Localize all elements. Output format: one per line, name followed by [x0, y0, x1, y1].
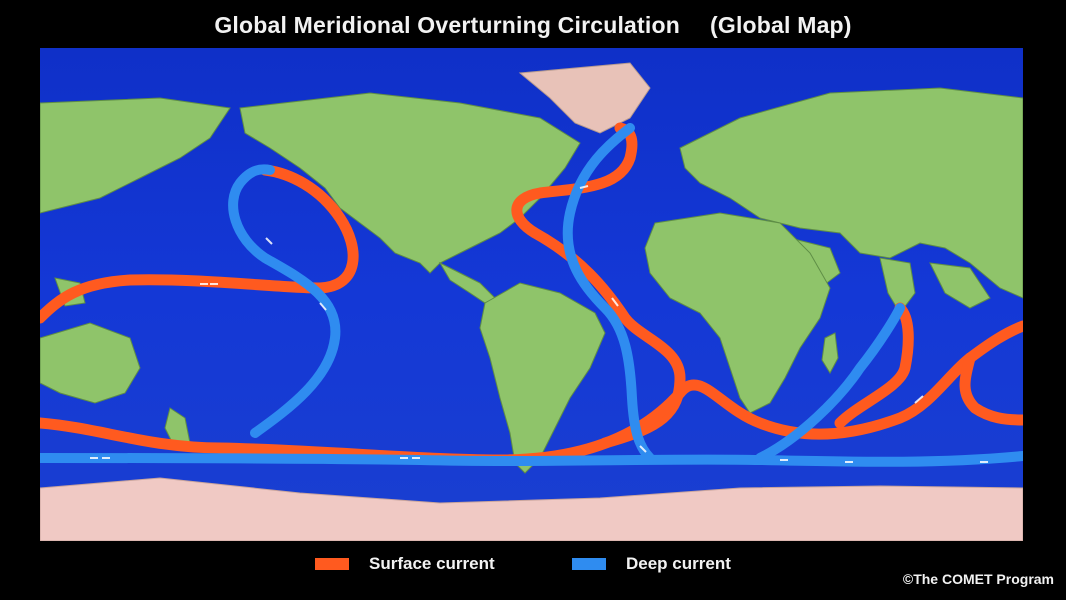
antarctica: [40, 477, 1023, 541]
greenland: [518, 62, 651, 134]
deep-current-southern: [40, 451, 1023, 467]
deep-current-pacific: [228, 164, 341, 438]
south-america: [479, 282, 606, 474]
surface-current-indian: [834, 302, 914, 429]
title-sub: (Global Map): [710, 12, 852, 38]
deep-current-indian: [755, 303, 905, 463]
south-asia: [879, 257, 916, 314]
credit-text: ©The COMET Program: [902, 571, 1054, 587]
northeast-asia-west-edge: [40, 97, 231, 214]
title-main: Global Meridional Overturning Circulatio…: [214, 12, 680, 38]
surface-current-southern: [40, 320, 1023, 466]
madagascar: [821, 332, 839, 375]
legend-label-deep: Deep current: [626, 554, 731, 573]
map-canvas: [40, 48, 1023, 541]
australia: [40, 322, 141, 404]
legend-item-deep: Deep current: [572, 554, 731, 574]
surface-current-swatch: [315, 558, 349, 570]
landmasses: [40, 62, 1023, 541]
legend: Surface current Deep current: [0, 554, 1066, 578]
map-title: Global Meridional Overturning Circulatio…: [0, 12, 1066, 39]
legend-item-surface: Surface current: [315, 554, 495, 574]
deep-currents: [40, 123, 1023, 467]
legend-label-surface: Surface current: [369, 554, 495, 573]
surface-current-east-edge: [959, 352, 1023, 426]
africa: [644, 212, 831, 414]
deep-current-swatch: [572, 558, 606, 570]
deep-current-atlantic: [562, 123, 655, 463]
eurasia: [679, 87, 1023, 299]
world-map: [40, 48, 1023, 541]
surface-current-atlantic: [511, 122, 686, 449]
southeast-asia: [929, 262, 991, 309]
flow-arrows: [90, 185, 988, 463]
